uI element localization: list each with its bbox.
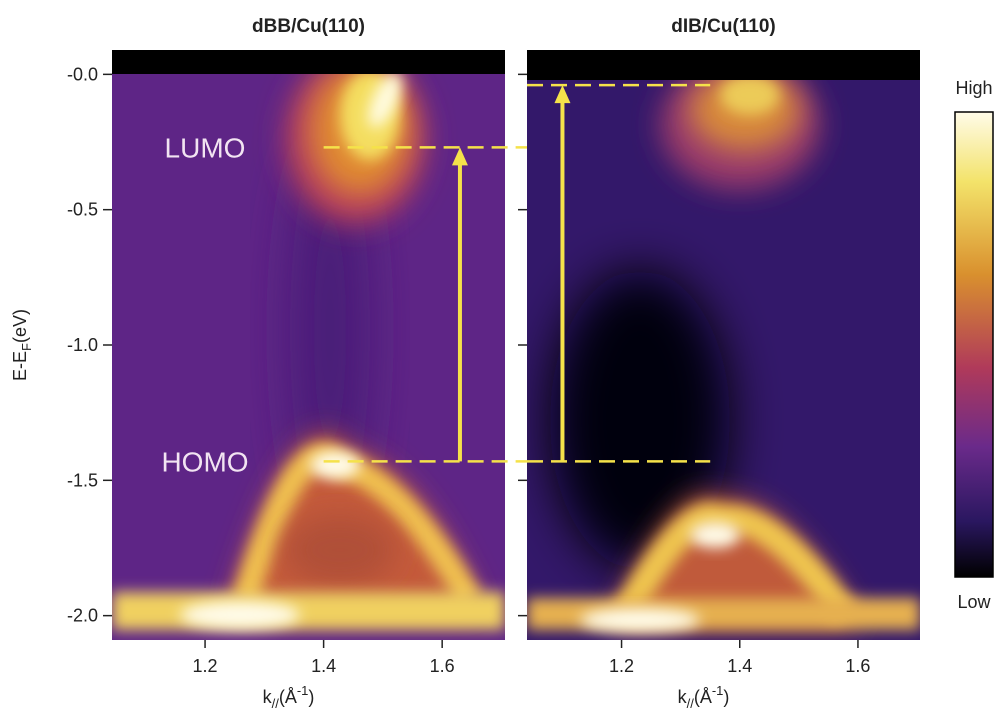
x-tick-label: 1.4: [727, 656, 752, 676]
y-axis-label-part: E-E: [10, 351, 30, 381]
y-axis-label: E-EF(eV): [10, 309, 34, 381]
colorbar-low: Low: [957, 592, 991, 612]
colorbar-high: High: [955, 78, 992, 98]
level-label: LUMO: [165, 132, 246, 163]
y-tick-label: -0.0: [67, 64, 98, 84]
x-tick-label: 1.4: [311, 656, 336, 676]
y-tick-label: -2.0: [67, 606, 98, 626]
x-tick-label: 1.2: [193, 656, 218, 676]
gap-arrow-head: [554, 85, 571, 104]
y-axis-label-part: (eV): [10, 309, 30, 343]
x-axis-label-part: -1: [712, 683, 724, 698]
x-axis-label-part: -1: [297, 683, 309, 698]
x-axis-label: k//(Å-1): [678, 683, 730, 711]
y-axis-label-part: F: [19, 343, 34, 351]
x-axis-label-part: //: [687, 696, 695, 711]
level-label: HOMO: [161, 446, 248, 477]
y-tick-label: -1.5: [67, 470, 98, 490]
panel-title: dBB/Cu(110): [252, 16, 365, 37]
x-axis-label-part: //: [272, 696, 280, 711]
x-axis-label-part: ): [723, 687, 729, 707]
gap-arrow-head: [451, 147, 468, 166]
panel-title: dIB/Cu(110): [671, 16, 776, 37]
x-axis-label: k//(Å-1): [263, 683, 315, 711]
x-tick-label: 1.6: [430, 656, 455, 676]
x-axis-label-part: ): [308, 687, 314, 707]
colorbar: [954, 111, 994, 578]
x-tick-label: 1.6: [845, 656, 870, 676]
x-axis-label-part: k: [263, 687, 273, 707]
x-axis-label-part: (Å: [694, 687, 712, 707]
x-tick-label: 1.2: [609, 656, 634, 676]
x-axis-label-part: (Å: [279, 687, 297, 707]
y-tick-label: -0.5: [67, 200, 98, 220]
intensity-map-left: [112, 50, 505, 640]
x-axis-label-part: k: [678, 687, 688, 707]
intensity-map-right: [527, 50, 920, 640]
y-tick-label: -1.0: [67, 335, 98, 355]
